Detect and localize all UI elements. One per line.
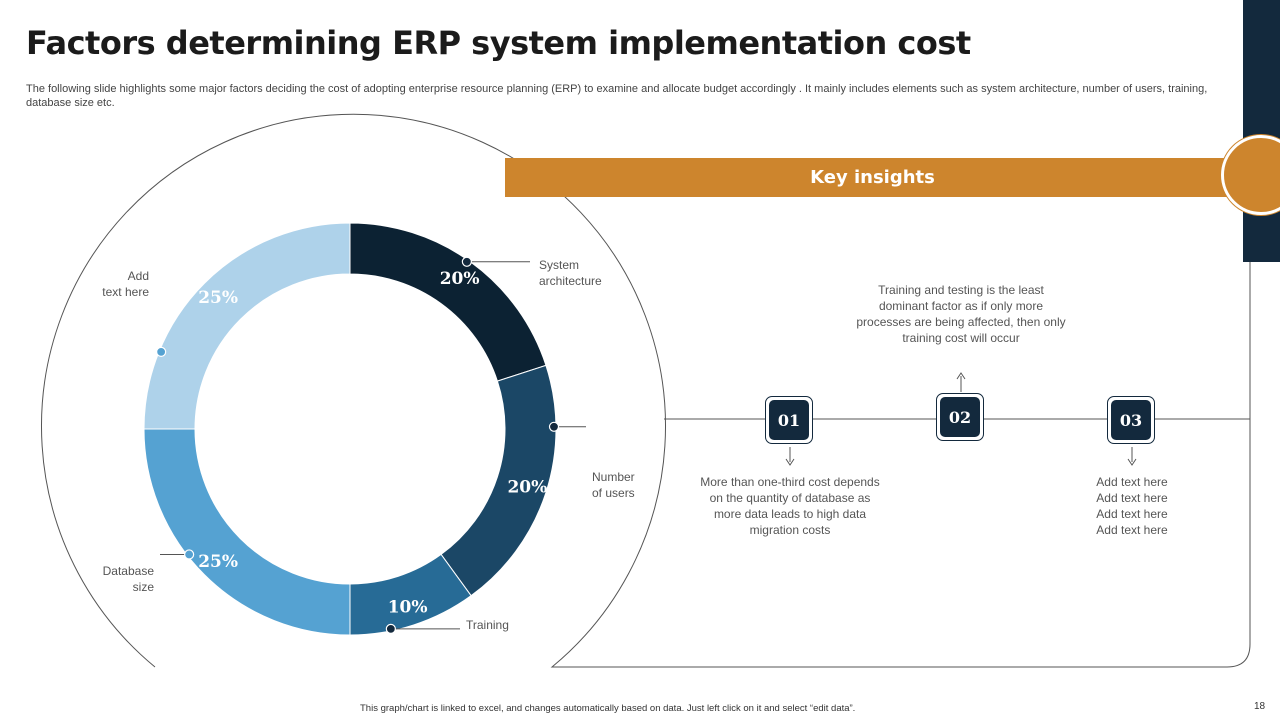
page-number: 18: [1254, 701, 1266, 712]
callout-dot-2: [548, 421, 560, 432]
footer-note: This graph/chart is linked to excel, and…: [360, 703, 856, 714]
donut-slice-1: [349, 222, 547, 382]
step-01-number: 01: [769, 400, 809, 440]
key-insights-banner: Key insights: [505, 158, 1240, 197]
step-03-number: 03: [1111, 400, 1151, 440]
callout-label-5: Add text here: [102, 269, 149, 299]
callout-dot-4: [184, 549, 195, 560]
step-03-badge: 03: [1107, 396, 1155, 444]
slice-value-label-5: 25%: [198, 288, 238, 308]
callout-label-2: Number of users: [592, 470, 635, 500]
callout-dot-1: [461, 256, 472, 267]
donut-slice-5: [143, 222, 351, 430]
step-01-arrowhead: [785, 458, 795, 466]
step-03-text: Add text here Add text here Add text her…: [1096, 475, 1168, 537]
step-02-number: 02: [940, 397, 980, 437]
page-title: Factors determining ERP system implement…: [26, 24, 971, 62]
callout-dot-5: [156, 346, 167, 357]
step-02-badge: 02: [936, 393, 984, 441]
callout-label-3: Training: [466, 618, 509, 632]
key-insights-heading: Key insights: [810, 167, 935, 188]
slice-value-label-1: 20%: [440, 269, 480, 289]
slice-value-label-4: 25%: [198, 552, 238, 572]
step-01-text: More than one-third cost depends on the …: [700, 475, 880, 537]
callout-label-1: System architecture: [539, 258, 602, 288]
donut-slice-4: [143, 428, 351, 636]
step-03-arrowhead: [1127, 458, 1137, 466]
callout-dot-3: [385, 623, 396, 634]
page-subtitle: The following slide highlights some majo…: [26, 83, 1208, 109]
step-01-badge: 01: [765, 396, 813, 444]
right-accent-bar: [1243, 0, 1280, 262]
step-02-text: Training and testing is the least domina…: [856, 283, 1066, 345]
slice-value-label-2: 20%: [507, 478, 547, 498]
callout-label-4: Database size: [103, 564, 155, 594]
outline-frame: [41, 113, 1251, 668]
key-insights-circle: [1221, 135, 1280, 215]
step-02-arrowhead: [956, 372, 966, 380]
slice-value-label-3: 10%: [388, 597, 428, 617]
